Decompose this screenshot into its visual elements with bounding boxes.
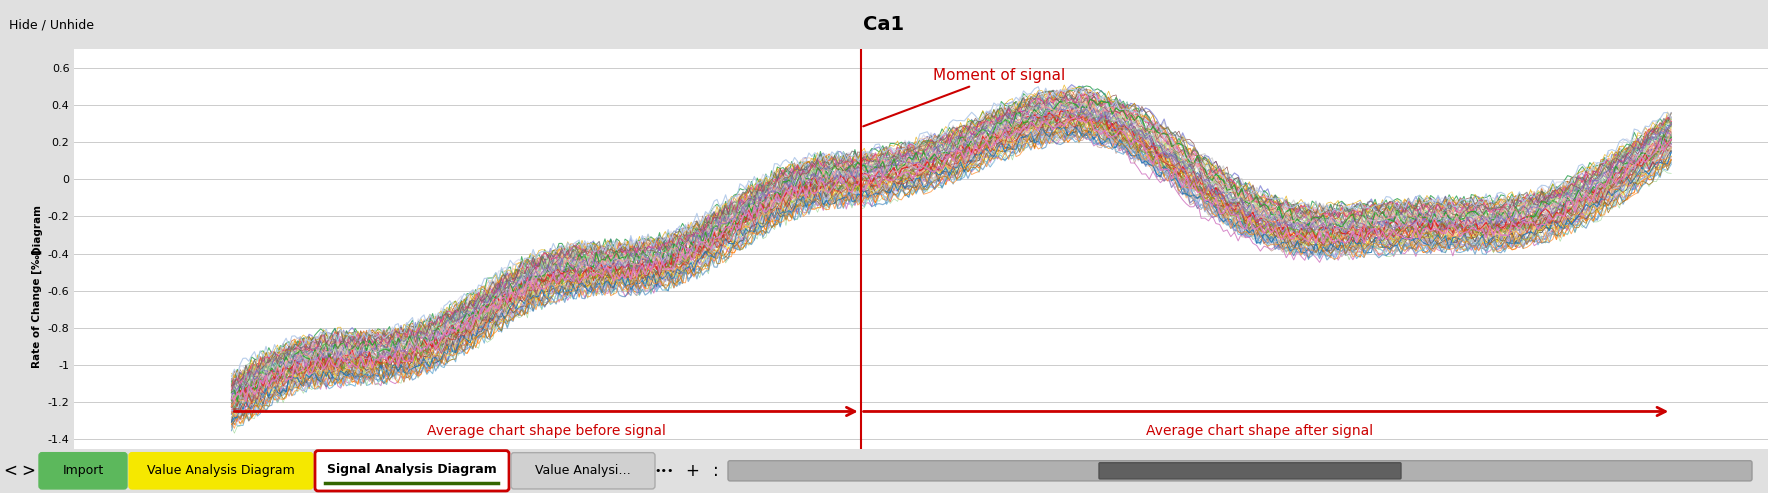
- Text: Diagram: Diagram: [32, 204, 42, 254]
- FancyBboxPatch shape: [315, 451, 509, 491]
- Text: >: >: [21, 462, 35, 480]
- FancyBboxPatch shape: [129, 453, 313, 489]
- Text: :: :: [713, 462, 720, 480]
- Text: Value Analysi…: Value Analysi…: [536, 464, 631, 477]
- Text: Hide / Unhide: Hide / Unhide: [9, 18, 94, 31]
- Text: Ca1: Ca1: [863, 15, 905, 34]
- Text: Value Analysis Diagram: Value Analysis Diagram: [147, 464, 295, 477]
- FancyBboxPatch shape: [511, 453, 654, 489]
- Text: Import: Import: [62, 464, 104, 477]
- FancyBboxPatch shape: [39, 453, 127, 489]
- Text: Signal Analysis Diagram: Signal Analysis Diagram: [327, 463, 497, 476]
- Text: <: <: [4, 462, 18, 480]
- Text: +: +: [684, 462, 698, 480]
- FancyBboxPatch shape: [728, 461, 1752, 481]
- Text: Average chart shape after signal: Average chart shape after signal: [1146, 424, 1374, 438]
- Text: •••: •••: [654, 466, 674, 476]
- FancyBboxPatch shape: [1100, 463, 1400, 479]
- Text: Average chart shape before signal: Average chart shape before signal: [426, 424, 665, 438]
- Text: Moment of signal: Moment of signal: [863, 68, 1066, 126]
- Text: Rate of Change [‰]: Rate of Change [‰]: [32, 249, 42, 368]
